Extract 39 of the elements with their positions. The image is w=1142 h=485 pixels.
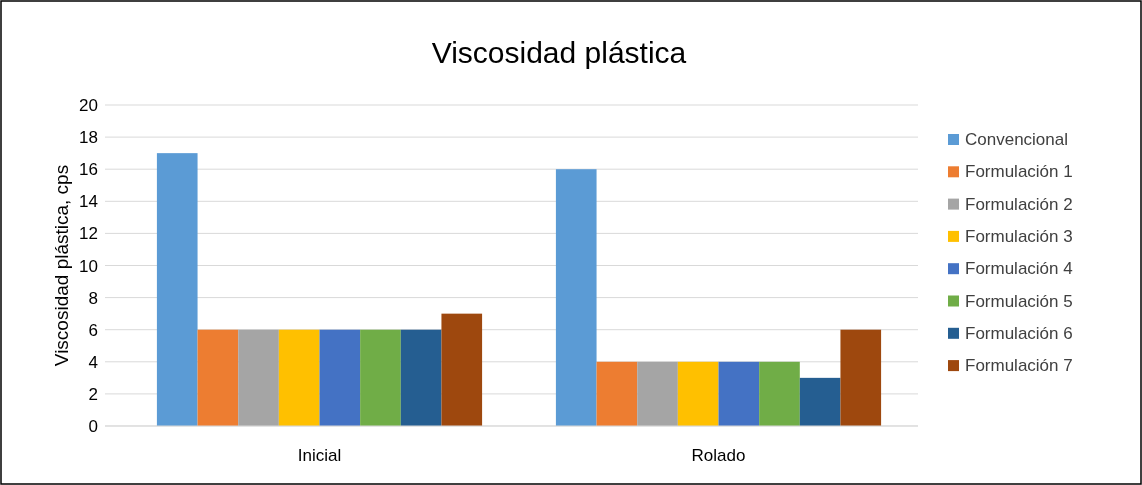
y-axis-title: Viscosidad plástica, cps [51, 164, 72, 367]
legend-label: Formulación 1 [965, 162, 1073, 182]
legend-label: Formulación 5 [965, 291, 1073, 311]
bar [555, 169, 597, 426]
bar [319, 329, 361, 426]
y-tick-label: 12 [79, 224, 98, 244]
legend-label: Convencional [965, 130, 1069, 149]
bar [238, 329, 279, 426]
bar [360, 329, 401, 426]
bar [840, 329, 882, 426]
y-tick-label: 2 [88, 384, 98, 404]
y-tick-label: 10 [79, 256, 98, 276]
y-tick-label: 18 [79, 128, 98, 148]
y-tick-label: 4 [88, 352, 98, 372]
legend-label: Formulación 3 [965, 226, 1073, 246]
y-tick-label: 6 [88, 320, 98, 340]
bar [759, 361, 800, 426]
bar [677, 361, 719, 426]
legend-label: Formulación 4 [965, 259, 1073, 279]
bar [400, 329, 442, 426]
y-tick-label: 20 [79, 96, 98, 115]
legend-label: Formulación 7 [965, 356, 1073, 376]
bar [156, 153, 198, 426]
bar [637, 361, 678, 426]
bar [197, 329, 239, 426]
chart-title: Viscosidad plástica [431, 36, 687, 69]
bar [278, 329, 320, 426]
y-tick-label: 16 [79, 160, 98, 180]
bar [718, 361, 760, 426]
bar [596, 361, 638, 426]
x-tick-label: Rolado [691, 446, 746, 465]
y-tick-label: 0 [88, 417, 98, 436]
y-tick-label: 8 [88, 288, 98, 308]
bar [799, 377, 841, 426]
y-tick-label: 14 [79, 192, 98, 212]
x-tick-label: Inicial [297, 446, 342, 465]
bar [441, 313, 483, 426]
legend-label: Formulación 2 [965, 194, 1073, 214]
legend-label: Formulación 6 [965, 323, 1073, 343]
